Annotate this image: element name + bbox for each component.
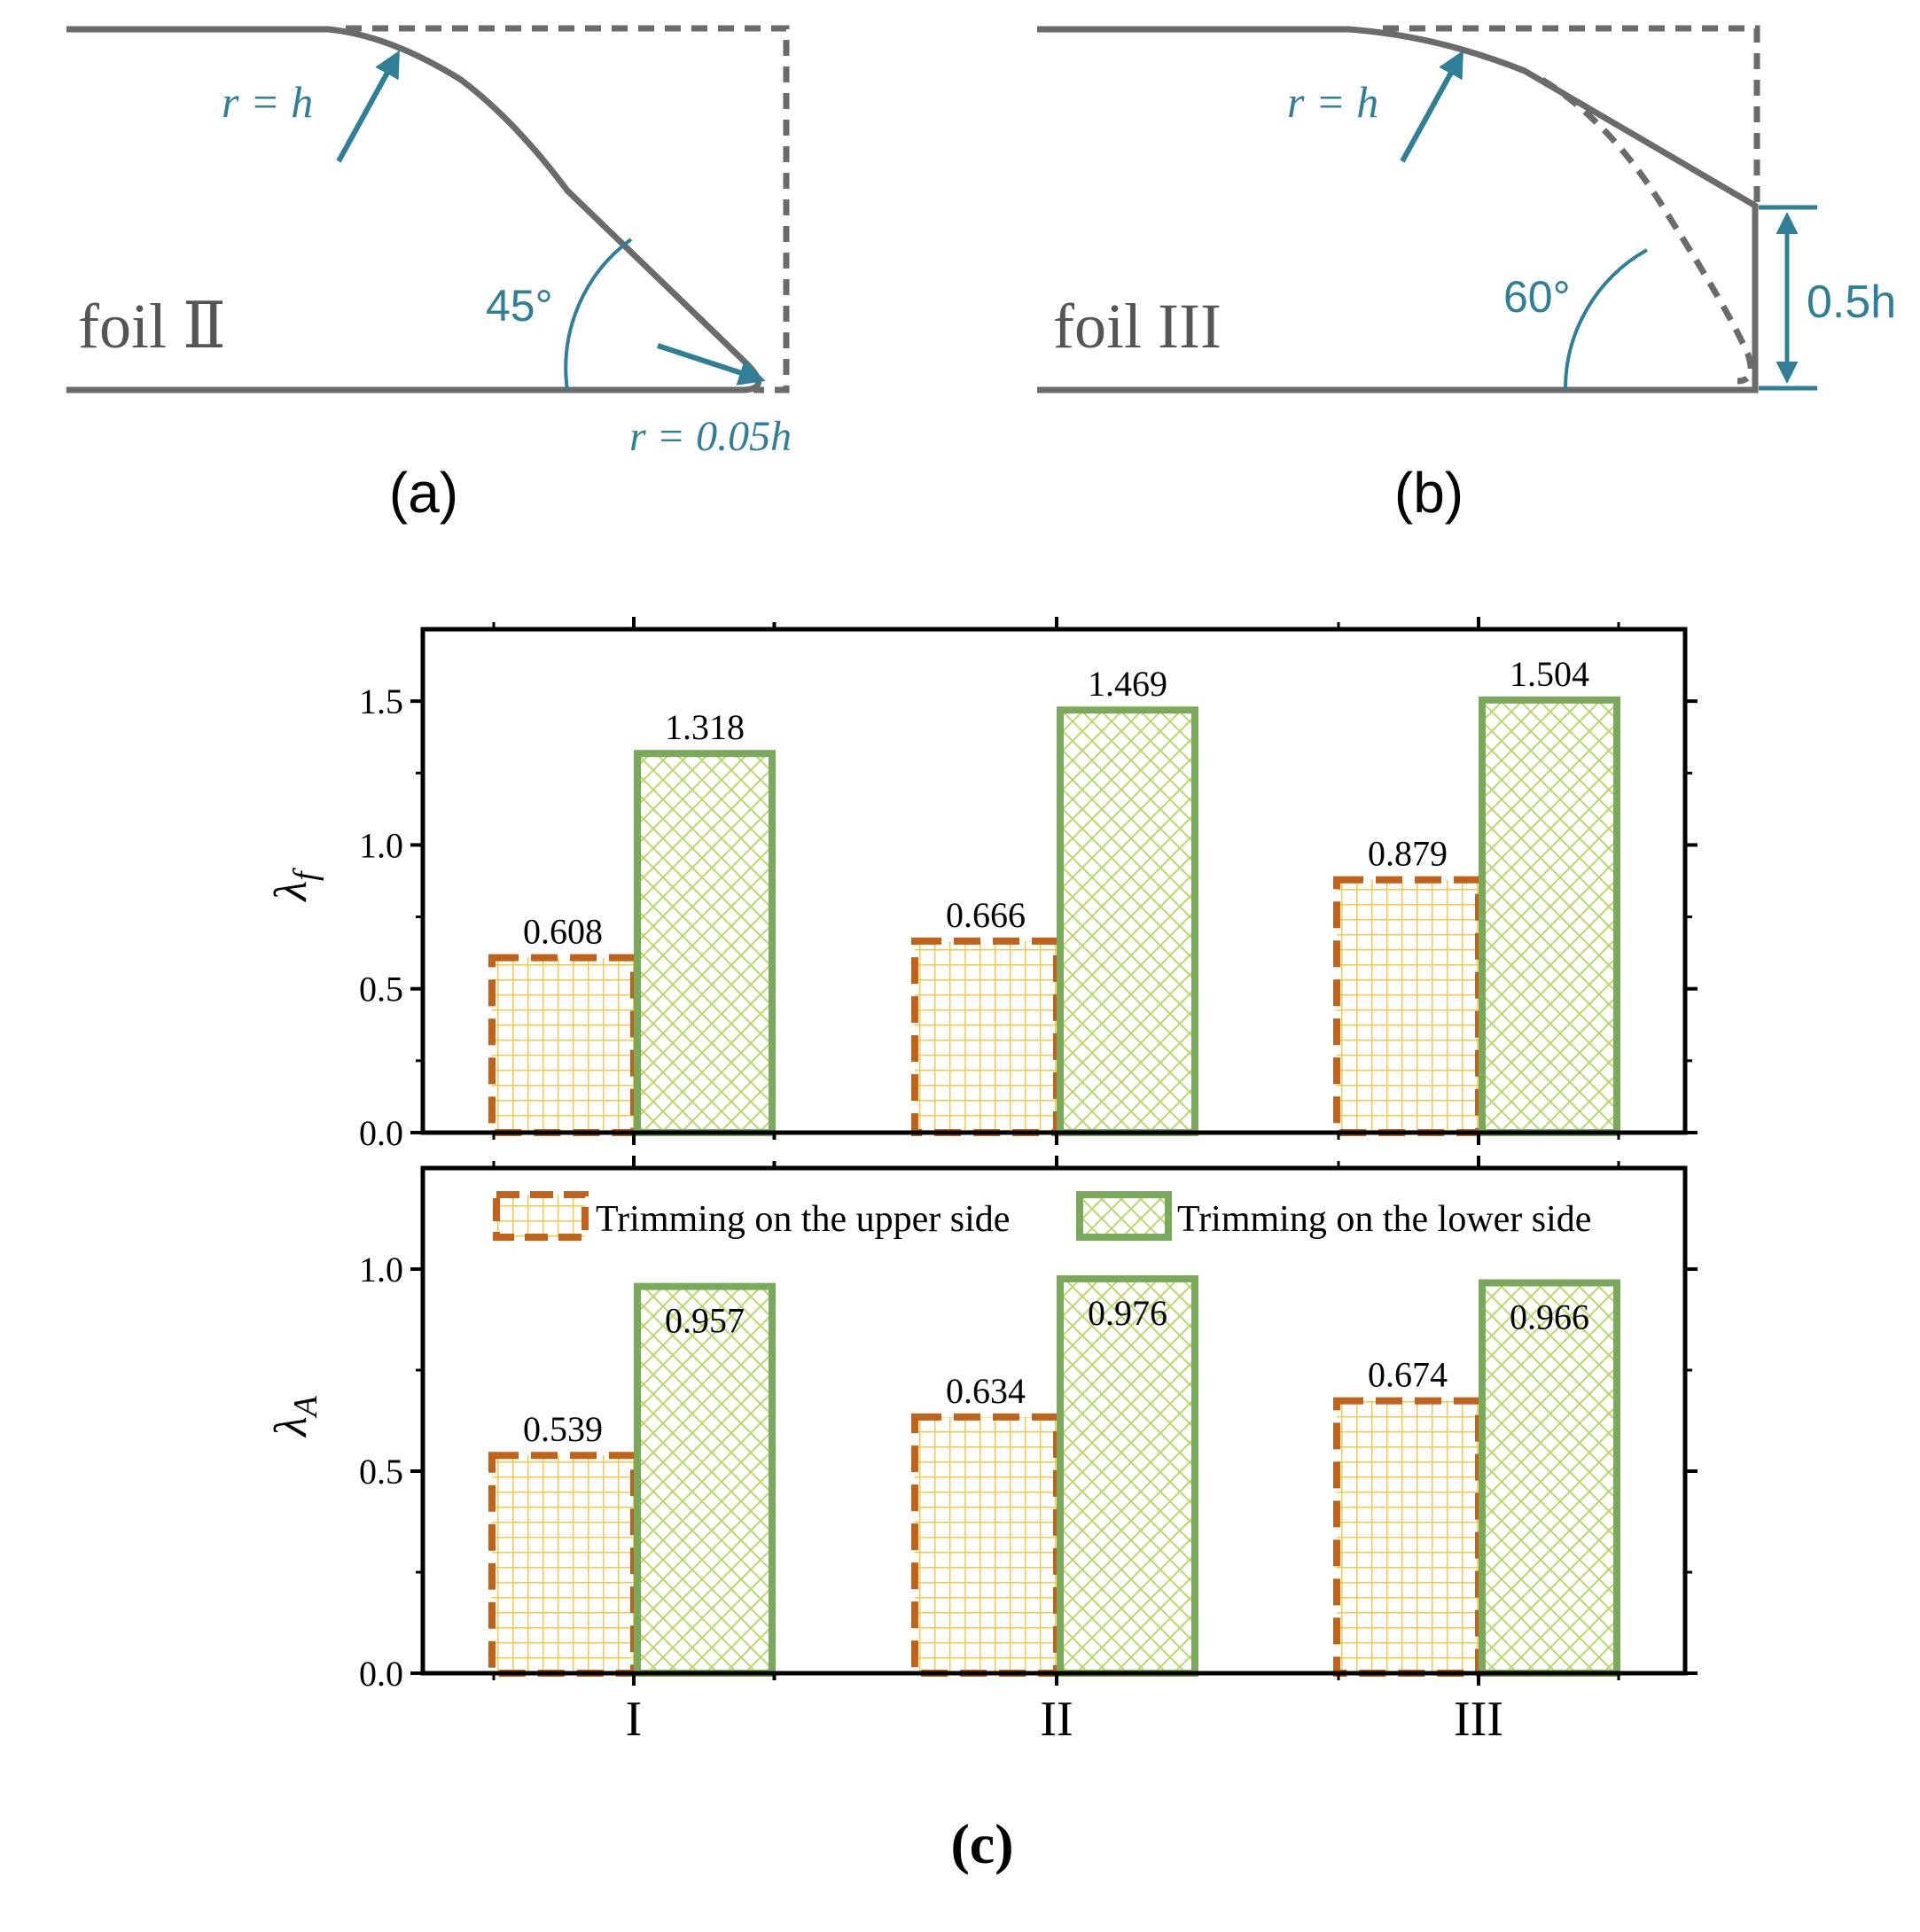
value-label: 1.318 bbox=[665, 707, 745, 747]
value-label: 0.879 bbox=[1368, 834, 1448, 874]
foil-iii-outline-dashed-curve bbox=[1541, 77, 1754, 385]
plot-frame bbox=[420, 1165, 1688, 1676]
xtick-label-2: III bbox=[1454, 1692, 1503, 1747]
foil-ii-outline-dashed bbox=[346, 25, 790, 393]
foil-iii-label: foil III bbox=[1053, 291, 1221, 362]
angle-45-label: 45° bbox=[486, 281, 553, 331]
panel-a: r = h 45° r = 0.05h foil Ⅱ (a) bbox=[66, 25, 792, 525]
legend: Trimming on the upper side Trimming on t… bbox=[493, 1191, 1591, 1241]
bar-upper-II bbox=[911, 937, 1060, 1137]
ytick-label: 0.5 bbox=[359, 970, 403, 1009]
bar-upper-I bbox=[488, 954, 637, 1136]
bar-upper-I bbox=[488, 1452, 637, 1677]
chart-lambda-f: 0.608 0.666 0.879 1.318 1.469 1.504 0.0 0.5 1.0 1… bbox=[359, 617, 1698, 1153]
bar-upper-II bbox=[911, 1413, 1060, 1677]
legend-swatch-lower bbox=[1076, 1191, 1172, 1241]
caption-c: (c) bbox=[950, 1812, 1013, 1875]
r-h-label: r = h bbox=[222, 77, 313, 127]
legend-label-lower: Trimming on the lower side bbox=[1177, 1199, 1591, 1240]
ytick-label: 0.5 bbox=[359, 1452, 403, 1492]
bar-upper-III bbox=[1333, 1397, 1482, 1677]
bar-lower-II bbox=[1057, 1274, 1198, 1677]
r-h-label-b: r = h bbox=[1287, 77, 1378, 127]
chart-lambda-a: 0.539 0.634 0.674 0.957 0.976 0.966 0.0 0.5 1.0 bbox=[359, 1156, 1698, 1694]
foil-ii-label: foil Ⅱ bbox=[78, 291, 226, 362]
bar-lower-III bbox=[1479, 696, 1620, 1136]
plot-frame bbox=[420, 627, 1688, 1135]
ytick-label: 0.0 bbox=[359, 1654, 403, 1694]
angle-45-arc bbox=[564, 238, 633, 391]
ylabel-lambda-a: λA bbox=[266, 1395, 324, 1438]
angle-60-label: 60° bbox=[1503, 272, 1571, 322]
r-tip-arrow bbox=[657, 343, 766, 386]
panel-b: r = h 60° 0.5h foil III (b) bbox=[1037, 25, 1896, 525]
height-label: 0.5h bbox=[1807, 277, 1896, 328]
r-h-arrow bbox=[336, 50, 400, 163]
caption-b: (b) bbox=[1394, 461, 1463, 525]
value-label: 0.608 bbox=[523, 912, 603, 952]
r-h-arrow-b bbox=[1400, 50, 1463, 163]
value-label: 0.539 bbox=[523, 1409, 603, 1449]
foil-iii-outline bbox=[1037, 26, 1759, 393]
foil-iii-outline-dashed-box bbox=[1383, 25, 1760, 204]
bar-lower-I bbox=[634, 750, 776, 1136]
xtick-label-1: II bbox=[1040, 1692, 1073, 1747]
ytick-label: 1.5 bbox=[359, 682, 403, 721]
legend-swatch-upper bbox=[493, 1191, 589, 1241]
r-tip-label: r = 0.05h bbox=[629, 413, 792, 460]
bar-upper-III bbox=[1333, 876, 1482, 1136]
value-label: 0.634 bbox=[946, 1371, 1026, 1411]
angle-60-arc bbox=[1563, 248, 1648, 391]
legend-label-upper: Trimming on the upper side bbox=[596, 1199, 1010, 1240]
bar-lower-I bbox=[634, 1282, 776, 1678]
bar-lower-III bbox=[1479, 1279, 1620, 1678]
ytick-label: 1.0 bbox=[359, 825, 403, 865]
ylabel-lambda-a-sub: A bbox=[287, 1395, 324, 1419]
value-label: 0.674 bbox=[1368, 1355, 1448, 1395]
value-label: 0.976 bbox=[1088, 1293, 1167, 1333]
value-label: 1.504 bbox=[1510, 654, 1589, 694]
bar-lower-II bbox=[1057, 706, 1198, 1137]
value-label: 0.957 bbox=[665, 1301, 745, 1341]
ylabel-lambda-f: λf bbox=[266, 868, 324, 903]
xtick-label-0: I bbox=[626, 1692, 643, 1747]
ytick-label: 1.0 bbox=[359, 1250, 403, 1289]
value-label: 1.469 bbox=[1088, 664, 1167, 704]
ylabel-lambda-f-sub: f bbox=[287, 868, 324, 881]
ytick-label: 0.0 bbox=[359, 1113, 403, 1153]
value-label: 0.966 bbox=[1510, 1297, 1589, 1337]
value-label: 0.666 bbox=[946, 895, 1026, 935]
caption-a: (a) bbox=[389, 461, 458, 525]
